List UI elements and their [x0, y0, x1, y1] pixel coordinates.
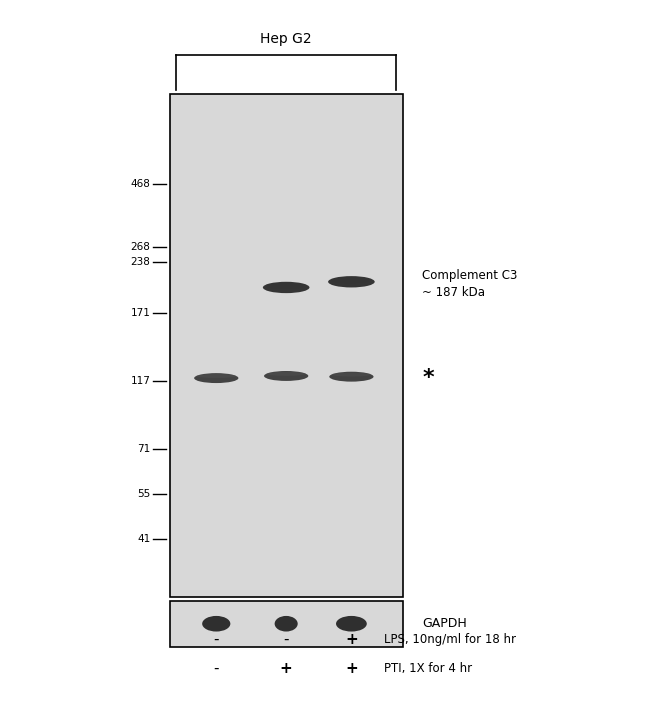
Text: *: *: [422, 368, 434, 388]
Text: -: -: [213, 661, 219, 676]
Text: Hep G2: Hep G2: [261, 32, 312, 46]
Ellipse shape: [330, 372, 374, 382]
Bar: [170, 93, 402, 597]
Text: 117: 117: [131, 376, 150, 386]
Text: +: +: [280, 661, 292, 676]
Ellipse shape: [328, 276, 374, 288]
Text: +: +: [345, 632, 358, 647]
Text: Complement C3
~ 187 kDa: Complement C3 ~ 187 kDa: [422, 269, 517, 299]
Ellipse shape: [263, 282, 309, 293]
Text: 268: 268: [131, 242, 150, 252]
Bar: [170, 601, 402, 646]
Text: PTI, 1X for 4 hr: PTI, 1X for 4 hr: [384, 661, 472, 674]
Ellipse shape: [266, 283, 304, 289]
Text: -: -: [213, 632, 219, 647]
Ellipse shape: [336, 616, 367, 632]
Ellipse shape: [202, 616, 230, 632]
Text: 71: 71: [137, 444, 150, 454]
Text: 238: 238: [131, 257, 150, 267]
Text: 171: 171: [131, 308, 150, 318]
Ellipse shape: [264, 371, 308, 381]
Text: 55: 55: [137, 489, 150, 499]
Text: +: +: [345, 661, 358, 676]
Ellipse shape: [332, 372, 371, 377]
Ellipse shape: [275, 616, 298, 632]
Text: LPS, 10ng/ml for 18 hr: LPS, 10ng/ml for 18 hr: [384, 633, 515, 646]
Ellipse shape: [266, 372, 306, 376]
Ellipse shape: [196, 374, 236, 378]
Text: -: -: [283, 632, 289, 647]
Text: 468: 468: [131, 179, 150, 189]
Text: GAPDH: GAPDH: [422, 617, 467, 630]
Ellipse shape: [194, 373, 239, 383]
Ellipse shape: [332, 278, 369, 283]
Text: 41: 41: [137, 534, 150, 544]
